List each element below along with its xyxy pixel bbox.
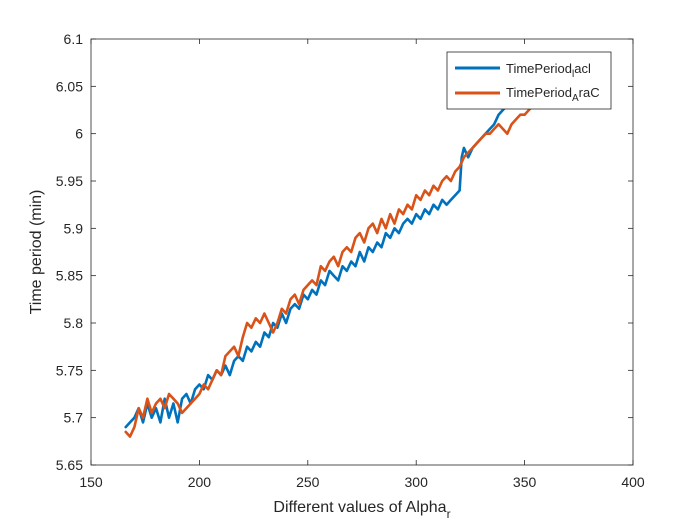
x-tick-label: 150 (79, 474, 103, 490)
series-line-arac (124, 104, 535, 438)
y-tick-label: 5.75 (56, 362, 83, 378)
x-tick-label: 300 (405, 474, 429, 490)
y-tick-label: 6.05 (56, 78, 83, 94)
y-tick-label: 5.85 (56, 268, 83, 284)
ticks-layer: 150 200 250 300 350 4005.655.75.755.85.855.95… (56, 31, 645, 490)
y-tick-label: 5.95 (56, 173, 83, 189)
x-axis-label: Different values of Alphar (273, 499, 450, 521)
y-tick-label: 6 (75, 126, 83, 142)
y-tick-label: 5.7 (64, 410, 84, 426)
legend: TimePeriodlacl TimePeriodAraC (446, 51, 612, 110)
x-tick-label: 250 (296, 474, 320, 490)
legend-label-laci: TimePeriodlacl (506, 61, 591, 80)
plot-area (91, 39, 633, 465)
series-layer (124, 99, 535, 438)
y-tick-label: 5.9 (64, 220, 84, 236)
y-tick-label: 5.8 (64, 315, 84, 331)
plot-frame (90, 38, 634, 466)
legend-box (446, 51, 612, 110)
y-tick-label: 6.1 (64, 31, 84, 47)
legend-label-arac: TimePeriodAraC (506, 85, 600, 104)
y-tick-label: 5.65 (56, 457, 83, 473)
x-tick-label: 350 (513, 474, 537, 490)
y-axis-label: Time period (min) (28, 190, 45, 315)
x-tick-label: 400 (621, 474, 645, 490)
x-tick-label: 200 (188, 474, 212, 490)
